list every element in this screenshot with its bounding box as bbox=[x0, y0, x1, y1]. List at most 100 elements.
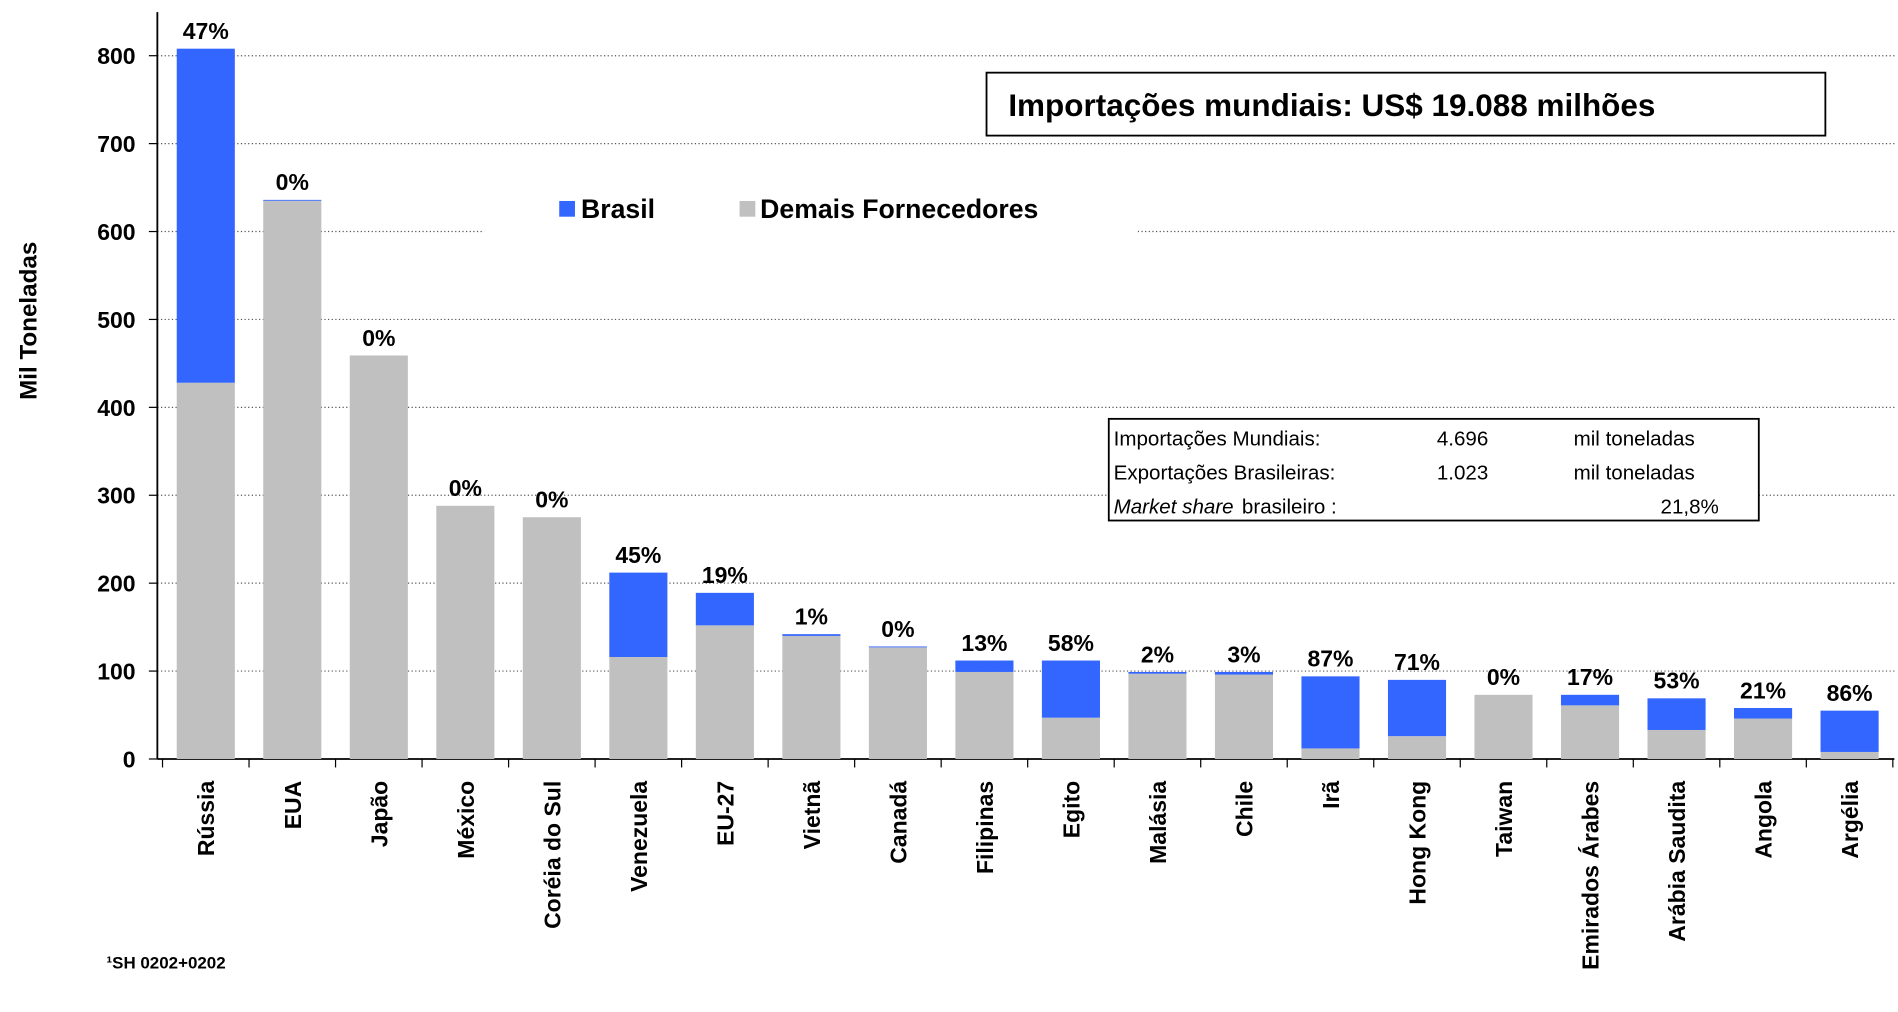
x-tick-label: Taiwan bbox=[1491, 781, 1517, 857]
bar-segment bbox=[868, 647, 927, 759]
x-tick-label: EU-27 bbox=[712, 781, 738, 846]
legend-swatch bbox=[559, 200, 575, 217]
bar-segment bbox=[176, 48, 235, 383]
share-label: 53% bbox=[1654, 668, 1700, 694]
x-tick-label: Coréia do Sul bbox=[539, 781, 565, 929]
share-label: 2% bbox=[1141, 641, 1174, 667]
bar-segment bbox=[782, 634, 841, 636]
share-label: 87% bbox=[1307, 646, 1353, 672]
legend-label: Demais Fornecedores bbox=[760, 194, 1038, 224]
x-tick-label: Argélia bbox=[1837, 781, 1863, 859]
x-tick-label: Emirados Árabes bbox=[1577, 781, 1604, 970]
legend-swatch bbox=[739, 200, 756, 217]
share-label: 0% bbox=[1487, 664, 1520, 690]
info-unit: mil toneladas bbox=[1574, 461, 1695, 484]
bar-segment bbox=[1128, 671, 1187, 674]
info-label: brasileiro : bbox=[1242, 495, 1337, 518]
bar-segment bbox=[1820, 710, 1879, 752]
share-label: 17% bbox=[1567, 664, 1613, 690]
bar-segment bbox=[522, 517, 581, 759]
bar-segment bbox=[436, 505, 495, 759]
bar-segment bbox=[1734, 718, 1793, 759]
bar-segment bbox=[955, 660, 1014, 672]
legend-label: Brasil bbox=[581, 194, 655, 224]
bar-segment bbox=[349, 355, 408, 759]
share-label: 0% bbox=[535, 487, 568, 513]
bar-segment bbox=[1560, 694, 1620, 706]
footnote: ¹SH 0202+0202 bbox=[107, 953, 226, 972]
share-label: 86% bbox=[1827, 680, 1873, 706]
x-tick-label: EUA bbox=[280, 781, 306, 830]
x-tick-label: Angola bbox=[1751, 781, 1777, 859]
legend-background bbox=[484, 181, 1138, 243]
y-axis-label: Mil Toneladas bbox=[15, 242, 42, 400]
share-label: 3% bbox=[1227, 641, 1260, 667]
share-label: 19% bbox=[702, 562, 748, 588]
bar-segment bbox=[609, 657, 668, 759]
bar-segment bbox=[695, 592, 754, 626]
bar-segment bbox=[176, 382, 235, 759]
x-tick-label: Japão bbox=[366, 781, 392, 847]
bar-segment bbox=[1647, 729, 1706, 759]
info-label: Market share bbox=[1114, 495, 1234, 518]
y-tick-label: 100 bbox=[97, 659, 135, 685]
share-label: 45% bbox=[615, 542, 661, 568]
info-unit: mil toneladas bbox=[1574, 427, 1695, 450]
bar-segment bbox=[1387, 736, 1447, 759]
share-label: 71% bbox=[1394, 649, 1440, 675]
grid-layer bbox=[157, 55, 1895, 672]
bar-segment bbox=[782, 635, 841, 759]
bar-segment bbox=[1387, 679, 1447, 737]
bar-segment bbox=[695, 625, 754, 759]
share-label: 0% bbox=[881, 616, 914, 642]
bar-segment bbox=[1560, 705, 1620, 759]
info-value: 21,8% bbox=[1661, 495, 1719, 518]
bar-segment bbox=[1820, 751, 1879, 759]
bar-segment bbox=[1474, 694, 1533, 759]
info-label: Importações Mundiais: bbox=[1114, 427, 1321, 450]
share-label: 0% bbox=[449, 475, 482, 501]
share-label: 0% bbox=[276, 169, 309, 195]
headline: Importações mundiais: US$ 19.088 milhões bbox=[1008, 88, 1655, 123]
share-label: 1% bbox=[795, 603, 828, 629]
bar-segment bbox=[1647, 698, 1706, 730]
y-tick-label: 400 bbox=[97, 395, 135, 421]
share-label: 21% bbox=[1740, 677, 1786, 703]
y-tick-label: 0 bbox=[123, 746, 136, 772]
x-tick-label: México bbox=[453, 781, 479, 859]
x-tick-label: Vietnã bbox=[799, 781, 825, 850]
x-tick-label: Egito bbox=[1058, 781, 1084, 838]
info-value: 1.023 bbox=[1437, 461, 1488, 484]
headline-box bbox=[985, 71, 1827, 137]
x-tick-label: Chile bbox=[1231, 781, 1257, 837]
x-tick-label: Arábia Saudita bbox=[1664, 781, 1690, 942]
y-tick-label: 500 bbox=[97, 307, 135, 333]
bar-segment bbox=[1041, 660, 1100, 718]
share-label: 13% bbox=[961, 630, 1007, 656]
share-label: 47% bbox=[183, 18, 229, 44]
bar-segment bbox=[868, 646, 927, 648]
bar-segment bbox=[263, 200, 322, 759]
x-tick-label: Venezuela bbox=[626, 781, 652, 892]
x-tick-label: Malásia bbox=[1145, 781, 1171, 864]
share-label: 58% bbox=[1048, 630, 1094, 656]
y-tick-label: 200 bbox=[97, 571, 135, 597]
bar-segment bbox=[1214, 671, 1274, 675]
info-value: 4.696 bbox=[1437, 427, 1488, 450]
info-label: Exportações Brasileiras: bbox=[1114, 461, 1336, 484]
bar-segment bbox=[1301, 676, 1360, 749]
bar-segment bbox=[1128, 673, 1187, 759]
y-tick-label: 700 bbox=[97, 131, 135, 157]
bar-segment bbox=[1734, 707, 1793, 719]
x-tick-label: Filipinas bbox=[972, 781, 998, 874]
x-tick-label: Hong Kong bbox=[1404, 781, 1430, 905]
bar-segment bbox=[263, 199, 322, 201]
y-tick-label: 800 bbox=[97, 43, 135, 69]
x-tick-label: Canadá bbox=[885, 781, 911, 864]
bar-segment bbox=[609, 572, 668, 658]
bar-segment bbox=[1041, 717, 1100, 759]
share-label: 0% bbox=[362, 325, 395, 351]
info-box bbox=[1107, 417, 1760, 522]
bar-segment bbox=[1214, 674, 1274, 759]
